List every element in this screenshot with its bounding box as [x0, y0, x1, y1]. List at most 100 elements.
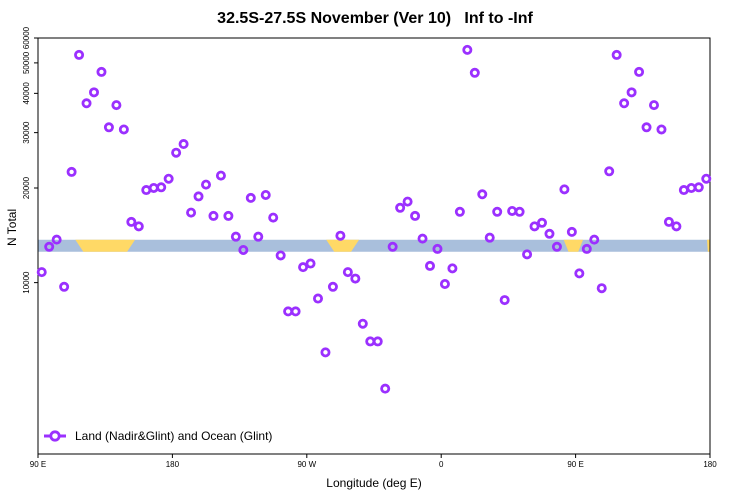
data-point: [245, 192, 256, 203]
band-highlight: [707, 239, 710, 252]
data-point: [74, 49, 85, 60]
data-point: [103, 122, 114, 133]
y-tick-label: 50000: [22, 51, 31, 74]
legend-label: Land (Nadir&Glint) and Ocean (Glint): [75, 429, 272, 443]
data-point: [656, 124, 667, 135]
data-point: [574, 268, 585, 279]
data-point: [223, 210, 234, 221]
data-point: [395, 202, 406, 213]
x-axis-label: Longitude (deg E): [326, 476, 422, 490]
data-point: [402, 196, 413, 207]
data-point: [522, 249, 533, 260]
data-point: [544, 228, 555, 239]
data-point: [111, 100, 122, 111]
data-point: [253, 231, 264, 242]
data-point: [312, 293, 323, 304]
y-tick-label: 20000: [22, 176, 31, 199]
data-point: [193, 191, 204, 202]
data-point: [342, 267, 353, 278]
data-point: [238, 244, 249, 255]
data-point: [380, 383, 391, 394]
data-point: [59, 281, 70, 292]
data-point: [208, 210, 219, 221]
data-point: [89, 87, 100, 98]
data-point: [469, 67, 480, 78]
data-point: [537, 217, 548, 228]
axes-layer: [37, 37, 711, 455]
data-point: [44, 241, 55, 252]
band-layer: [38, 239, 710, 252]
data-point: [305, 258, 316, 269]
data-point: [551, 241, 562, 252]
legend: Land (Nadir&Glint) and Ocean (Glint): [44, 429, 272, 443]
data-point: [66, 166, 77, 177]
y-tick-label: 10000: [22, 271, 31, 294]
data-point: [611, 49, 622, 60]
data-point: [36, 267, 47, 278]
data-point: [215, 170, 226, 181]
band: [38, 239, 710, 252]
data-point: [619, 98, 630, 109]
point-layer: [36, 44, 712, 394]
legend-marker-swatch: [49, 430, 61, 442]
data-point: [290, 306, 301, 317]
data-point: [604, 166, 615, 177]
data-point: [156, 182, 167, 193]
y-tick-label: 60000: [22, 26, 31, 49]
data-point: [357, 318, 368, 329]
data-point: [200, 179, 211, 190]
data-point: [81, 98, 92, 109]
x-tick-label: 0: [439, 460, 444, 469]
data-point: [701, 173, 712, 184]
data-point: [372, 336, 383, 347]
data-point: [514, 206, 525, 217]
data-point: [410, 210, 421, 221]
data-point: [133, 221, 144, 232]
data-point: [529, 221, 540, 232]
data-point: [439, 278, 450, 289]
data-point: [387, 241, 398, 252]
data-point: [260, 189, 271, 200]
tick-layer: 90 E 180 90 W 0 90 E 180 10000 20000 30000 40000 5…: [22, 26, 717, 469]
data-point: [477, 189, 488, 200]
data-point: [671, 221, 682, 232]
x-tick-label: 180: [166, 460, 180, 469]
x-tick-label: 90 E: [567, 460, 583, 469]
data-point: [634, 66, 645, 77]
x-tick-label: 180: [703, 460, 717, 469]
data-point: [51, 234, 62, 245]
data-point: [581, 243, 592, 254]
x-tick-label: 90 E: [30, 460, 46, 469]
data-point: [96, 66, 107, 77]
data-point: [649, 100, 660, 111]
data-point: [327, 281, 338, 292]
data-point: [499, 295, 510, 306]
data-point: [417, 233, 428, 244]
data-point: [432, 243, 443, 254]
data-point: [447, 263, 458, 274]
data-point: [454, 206, 465, 217]
data-point: [126, 216, 137, 227]
data-point: [484, 232, 495, 243]
data-point: [298, 262, 309, 273]
data-point: [596, 283, 607, 294]
data-point: [641, 122, 652, 133]
data-point: [163, 173, 174, 184]
data-point: [589, 234, 600, 245]
data-point: [663, 216, 674, 227]
data-point: [350, 273, 361, 284]
data-point: [492, 206, 503, 217]
data-point: [230, 231, 241, 242]
band-highlight: [75, 239, 136, 252]
data-point: [171, 147, 182, 158]
data-point: [186, 207, 197, 218]
data-point: [559, 184, 570, 195]
chart-title: 32.5S-27.5S November (Ver 10) Inf to -In…: [217, 10, 533, 27]
data-point: [268, 212, 279, 223]
data-point: [626, 87, 637, 98]
x-tick-label: 90 W: [297, 460, 316, 469]
band-highlight: [563, 239, 584, 252]
data-point: [335, 230, 346, 241]
data-point: [275, 250, 286, 261]
